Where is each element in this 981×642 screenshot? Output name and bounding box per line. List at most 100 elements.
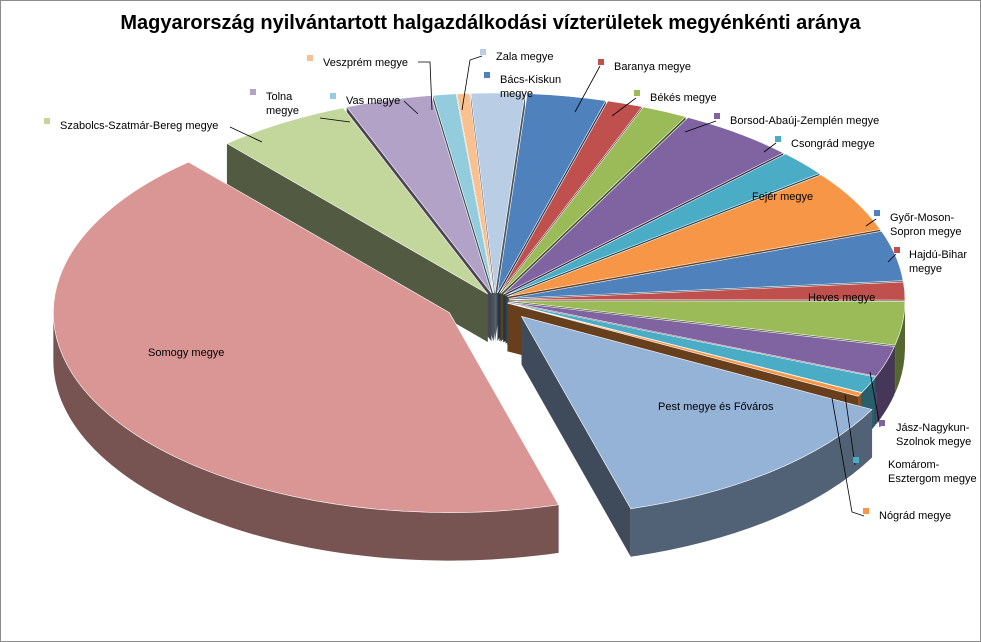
data-label-text: megye <box>909 263 942 275</box>
data-label-text: Fejér megye <box>752 191 813 203</box>
leader-line <box>763 142 777 153</box>
fejer-megye-slice[interactable] <box>507 174 881 297</box>
label-veszprem-megye: Veszprém megye <box>307 55 433 111</box>
veszprem-megye-slice[interactable] <box>456 93 495 294</box>
label-somogy-megye: Somogy megye <box>148 347 224 359</box>
data-label-text: megye <box>266 105 299 117</box>
data-label-text: Csongrád megye <box>791 138 875 150</box>
data-label-text: Győr-Moson- <box>890 212 955 224</box>
szabolcs-szatmar-bereg-megye-wall <box>226 143 488 342</box>
data-label-text: Borsod-Abaúj-Zemplén megye <box>730 115 879 127</box>
legend-key-marker <box>853 457 859 463</box>
leader-line <box>319 117 351 123</box>
data-label-text: Heves megye <box>808 292 875 304</box>
pest-megye-es-fovaros-side <box>630 409 873 557</box>
legend-key-marker <box>863 508 869 514</box>
legend-key-marker <box>894 247 900 253</box>
data-label-text: Sopron megye <box>890 226 962 238</box>
borsod-abauj-zemplen-megye-slice[interactable] <box>503 117 784 295</box>
label-csongrad-megye: Csongrád megye <box>763 136 875 153</box>
leader-line <box>461 55 483 111</box>
data-label-text: Vas megye <box>346 95 400 107</box>
legend-key-marker <box>307 55 313 61</box>
leader-line <box>844 394 856 466</box>
bacs-kiskun-megye-slice[interactable] <box>497 93 607 294</box>
vas-megye-slice[interactable] <box>432 93 494 294</box>
label-tolna-megye: Tolna megye <box>250 89 351 123</box>
label-borsod-abauj-zemplen-megye: Borsod-Abaúj-Zemplén megye <box>684 113 879 133</box>
pie-tops <box>53 92 906 513</box>
label-zala-megye: Zala megye <box>461 49 553 111</box>
gyor-moson-sopron-megye-slice[interactable] <box>508 230 904 299</box>
label-baranya-megye: Baranya megye <box>574 59 691 113</box>
bekes-megye-slice[interactable] <box>500 106 687 294</box>
leader-line <box>611 97 637 117</box>
leader-line <box>403 100 419 115</box>
chart-title: Magyarország nyilvántartott halgazdálkod… <box>120 12 861 34</box>
label-bekes-megye: Békés megye <box>611 90 717 117</box>
leader-line <box>887 253 897 263</box>
legend-key-marker <box>598 59 604 65</box>
legend-key-marker <box>330 93 336 99</box>
legend-key-marker <box>714 113 720 119</box>
data-label-text: Komárom- <box>888 459 940 471</box>
data-label-text: Bács-Kiskun <box>500 74 561 86</box>
label-nograd-megye: Nógrád megye <box>831 397 951 522</box>
legend-key-marker <box>879 420 885 426</box>
data-label-text: Jász-Nagykun- <box>896 422 970 434</box>
pest-megye-es-fovaros-wall <box>521 316 631 557</box>
data-label-text: Veszprém megye <box>323 57 408 69</box>
label-pest-megye-es-fovaros: Pest megye és Főváros <box>658 401 774 413</box>
szabolcs-szatmar-bereg-megye-slice[interactable] <box>226 107 488 295</box>
leader-line <box>869 371 881 428</box>
data-labels: Bács-Kiskun megye Baranya megye Békés megye… <box>44 49 977 522</box>
leader-line <box>831 397 865 517</box>
zala-megye-slice[interactable] <box>470 92 526 293</box>
data-label-text: Szolnok megye <box>896 436 971 448</box>
label-heves-megye: Heves megye <box>808 292 875 304</box>
pest-megye-es-fovaros-slice[interactable] <box>520 315 873 510</box>
data-label-text: Somogy megye <box>148 347 224 359</box>
data-label-text: Szabolcs-Szatmár-Bereg megye <box>60 120 218 132</box>
hajdu-bihar-megye-slice[interactable] <box>508 281 906 301</box>
data-label-text: Baranya megye <box>614 61 691 73</box>
baranya-megye-slice[interactable] <box>499 100 643 294</box>
legend-key-marker <box>634 90 640 96</box>
leader-line <box>684 120 717 133</box>
leader-line <box>418 61 433 111</box>
data-label-text: Nógrád megye <box>879 510 951 522</box>
legend-key-marker <box>44 118 50 124</box>
label-vas-megye: Vas megye <box>330 93 419 115</box>
label-gyor-moson-sopron-megye: Győr-Moson- Sopron megye <box>865 210 962 238</box>
legend-key-marker <box>480 49 486 55</box>
label-hajdu-bihar-megye: Hajdú-Bihar megye <box>887 247 967 275</box>
label-fejer-megye: Fejér megye <box>752 191 813 203</box>
data-label-text: Esztergom megye <box>888 473 977 485</box>
data-label-text: Békés megye <box>650 92 717 104</box>
legend-key-marker <box>484 72 490 78</box>
jasz-nagykun-szolnok-megye-slice[interactable] <box>508 301 895 377</box>
data-label-text: Zala megye <box>496 51 553 63</box>
legend-key-marker <box>250 89 256 95</box>
csongrad-megye-slice[interactable] <box>505 153 821 296</box>
leader-line <box>865 218 877 227</box>
somogy-megye-side <box>53 312 559 561</box>
legend-key-marker <box>775 136 781 142</box>
jasz-nagykun-szolnok-megye-side <box>876 346 895 425</box>
nograd-megye-slice[interactable] <box>507 302 863 397</box>
data-label-text: megye <box>500 88 533 100</box>
data-label-text: Hajdú-Bihar <box>909 249 967 261</box>
label-jasz-nagykun-szolnok-megye: Jász-Nagykun- Szolnok megye <box>869 371 971 448</box>
data-label-text: Tolna <box>266 91 293 103</box>
leader-line <box>229 126 263 143</box>
label-komarom-esztergom-megye: Komárom- Esztergom megye <box>844 394 977 485</box>
leader-line <box>574 65 601 113</box>
heves-megye-slice[interactable] <box>508 300 906 346</box>
legend-key-marker <box>874 210 880 216</box>
label-szabolcs-szatmar-bereg-megye: Szabolcs-Szatmár-Bereg megye <box>44 118 263 143</box>
somogy-megye-slice[interactable] <box>53 161 560 513</box>
label-bacs-kiskun-megye: Bács-Kiskun megye <box>484 72 561 100</box>
data-label-text: Pest megye és Főváros <box>658 401 774 413</box>
komarom-esztergom-megye-slice[interactable] <box>507 302 877 393</box>
